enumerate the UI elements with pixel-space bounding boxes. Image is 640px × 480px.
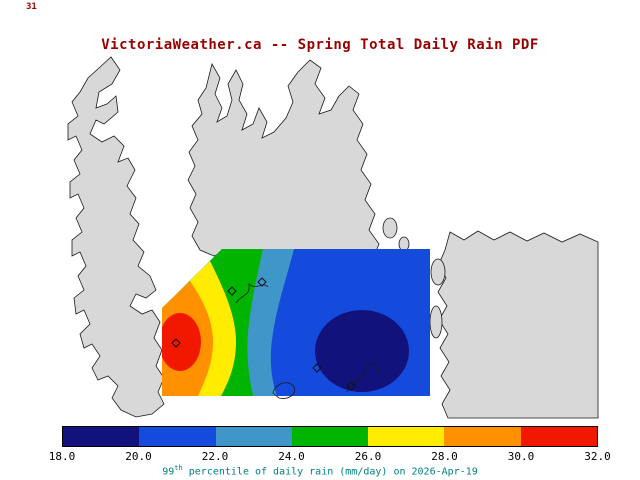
colorbar-tick: 30.0 [507, 450, 535, 463]
station-marker [171, 338, 181, 348]
colorbar-segment [63, 427, 140, 446]
colorbar-tick: 24.0 [278, 450, 305, 463]
colorbar-segment [291, 427, 369, 446]
colorbar-caption: 99th percentile of daily rain (mm/day) o… [0, 464, 640, 477]
contour-field [162, 249, 430, 396]
colorbar-segment [520, 427, 597, 446]
plot-title: VictoriaWeather.ca -- Spring Total Daily… [101, 37, 539, 53]
coastline-overlay-island [272, 382, 296, 399]
island [429, 305, 443, 339]
colorbar-tick: 32.0 [584, 450, 611, 463]
land-east-mainland [437, 230, 599, 419]
station-marker [257, 277, 267, 287]
colorbar [62, 426, 598, 447]
island [398, 236, 410, 252]
colorbar-tick: 22.0 [201, 450, 229, 463]
land-central-peninsula [187, 59, 380, 257]
colorbar-tick: 20.0 [125, 450, 152, 463]
caption-value: 99 [162, 466, 175, 478]
station-marker [227, 286, 237, 296]
colorbar-segment [215, 427, 292, 446]
corner-annotation: 31 [26, 2, 37, 12]
station-marker [312, 363, 322, 373]
caption-text: percentile of daily rain (mm/day) on 202… [182, 466, 478, 478]
colorbar-segment [444, 427, 521, 446]
station-marker [346, 381, 356, 391]
land-west-coastline [67, 56, 165, 418]
colorbar-tick: 18.0 [48, 450, 76, 463]
island [430, 258, 446, 286]
caption-superscript: th [174, 464, 183, 472]
contour-core-min-18-20 [315, 310, 409, 392]
colorbar-tick: 28.0 [431, 450, 458, 463]
contour-core-max-30-32 [162, 313, 201, 371]
colorbar-tick: 26.0 [354, 450, 382, 463]
colorbar-segment [139, 427, 216, 446]
colorbar-segment [368, 427, 445, 446]
island [382, 217, 398, 239]
